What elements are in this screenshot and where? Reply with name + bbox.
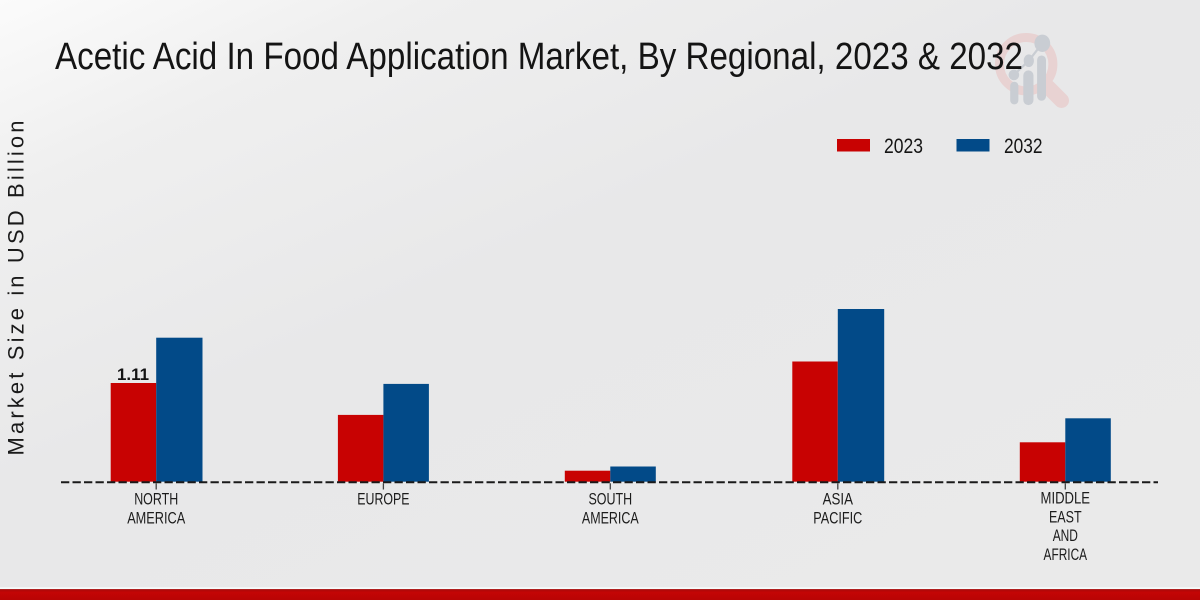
svg-text:Market Size in USD Billion: Market Size in USD Billion [4,121,29,456]
svg-text:AMERICA: AMERICA [127,509,185,527]
svg-text:AMERICA: AMERICA [582,509,639,527]
svg-text:ASIA: ASIA [823,491,853,509]
svg-text:NORTH: NORTH [134,491,178,509]
svg-text:PACIFIC: PACIFIC [813,509,862,527]
svg-text:EUROPE: EUROPE [357,491,409,509]
svg-text:MIDDLE: MIDDLE [1041,490,1091,508]
svg-text:2032: 2032 [1004,135,1043,158]
svg-text:SOUTH: SOUTH [588,491,632,509]
svg-text:1.11: 1.11 [117,365,149,384]
svg-text:AND: AND [1053,527,1078,545]
svg-text:AFRICA: AFRICA [1044,546,1088,564]
svg-text:2023: 2023 [884,135,923,158]
svg-text:Acetic Acid In Food Applicatio: Acetic Acid In Food Application Market, … [55,36,1023,78]
svg-text:EAST: EAST [1049,508,1082,526]
